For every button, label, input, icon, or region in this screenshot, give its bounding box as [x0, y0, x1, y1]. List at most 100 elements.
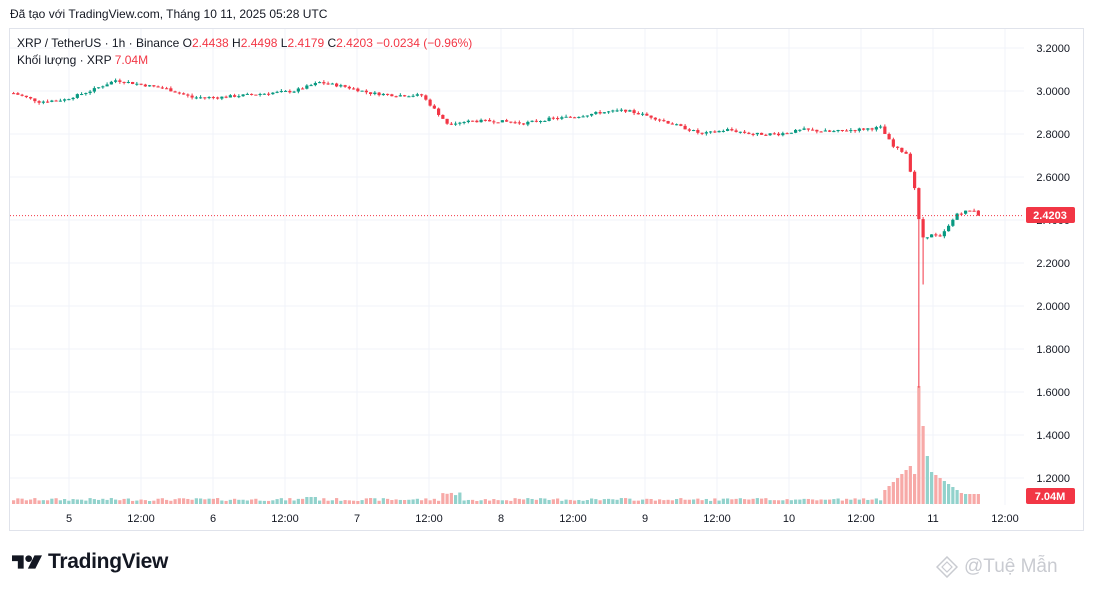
- candle-body: [577, 116, 581, 118]
- diamond-icon: [936, 556, 958, 578]
- grid-lines: [10, 29, 1024, 505]
- volume-bar: [658, 499, 662, 504]
- candle-body: [772, 133, 776, 135]
- candle-body: [139, 83, 143, 85]
- volume-bar: [326, 500, 330, 504]
- legend-symbol[interactable]: XRP / TetherUS · 1h · Binance: [17, 36, 180, 50]
- volume-bar: [131, 500, 135, 504]
- candle-body: [522, 123, 526, 125]
- volume-bar: [364, 498, 368, 504]
- volume-bar: [322, 498, 326, 504]
- candle-body: [432, 105, 436, 109]
- volume-bar: [241, 499, 245, 504]
- volume-bar: [313, 497, 317, 504]
- candle-body: [917, 188, 921, 220]
- volume-bar: [883, 490, 887, 504]
- candle-body: [441, 114, 445, 119]
- volume-bar: [581, 500, 585, 504]
- volume-bar: [760, 498, 764, 504]
- candle-body: [964, 210, 968, 214]
- volume-bar: [318, 500, 322, 504]
- candle-body: [921, 219, 925, 238]
- volume-bar: [505, 500, 509, 504]
- candle-body: [228, 95, 232, 98]
- candle-body: [330, 83, 334, 85]
- volume-bar: [437, 500, 441, 504]
- tradingview-logo-icon: [12, 555, 42, 569]
- candle-body: [318, 82, 322, 84]
- time-tick-label: 12:00: [559, 513, 587, 525]
- tradingview-logo[interactable]: TradingView: [12, 550, 168, 574]
- candle-body: [207, 97, 211, 99]
- volume-bar: [411, 499, 415, 504]
- volume-bar: [874, 498, 878, 504]
- volume-bar: [216, 498, 220, 504]
- volume-bar: [862, 498, 866, 504]
- candle-body: [590, 113, 594, 116]
- volume-bar: [63, 499, 67, 504]
- volume-bar: [568, 499, 572, 504]
- volume-bar: [619, 498, 623, 504]
- candle-body: [505, 120, 509, 122]
- candle-body: [224, 96, 228, 98]
- volume-bar: [356, 500, 360, 504]
- volume-bar: [717, 500, 721, 504]
- candle-body: [211, 97, 215, 99]
- candle-body: [390, 94, 394, 97]
- volume-bar: [445, 493, 449, 504]
- volume-bar: [836, 498, 840, 504]
- volume-bar: [105, 499, 109, 504]
- volume-bar: [12, 500, 16, 504]
- candle-body: [92, 88, 96, 92]
- legend-o-label: O: [182, 36, 192, 50]
- candle-body: [160, 87, 164, 89]
- candle-body: [122, 81, 126, 83]
- candle-body: [904, 151, 908, 154]
- volume-bar: [177, 498, 181, 504]
- volume-bar: [806, 498, 810, 504]
- volume-bar: [598, 500, 602, 504]
- candle-body: [288, 90, 292, 93]
- candle-body: [747, 132, 751, 134]
- candle-body: [296, 88, 300, 92]
- legend-l-value: 2.4179: [287, 36, 325, 50]
- volume-bars: [12, 386, 980, 504]
- candle-body: [143, 84, 147, 87]
- volume-bar: [815, 500, 819, 504]
- time-tick-label: 12:00: [271, 513, 299, 525]
- candle-body: [908, 153, 912, 172]
- volume-bar: [526, 498, 530, 504]
- price-tick-label: 1.4000: [1036, 430, 1070, 442]
- candle-body: [403, 95, 407, 97]
- candle-body: [891, 139, 895, 147]
- time-tick-label: 6: [210, 513, 216, 525]
- candle-body: [466, 120, 470, 123]
- price-tick-label: 1.8000: [1036, 344, 1070, 356]
- candle-body: [148, 85, 152, 87]
- volume-bar: [203, 499, 207, 504]
- volume-bar: [20, 498, 24, 504]
- volume-bar: [420, 500, 424, 504]
- candle-body: [84, 93, 88, 95]
- legend-l-label: L: [280, 36, 288, 50]
- candle-body: [700, 132, 704, 134]
- volume-bar: [160, 498, 164, 504]
- candle-body: [717, 130, 721, 133]
- candle-body: [373, 92, 377, 95]
- volume-bar: [602, 499, 606, 504]
- volume-bar: [738, 498, 742, 504]
- candle-body: [666, 121, 670, 124]
- price-tick-label: 2.8000: [1036, 129, 1070, 141]
- legend-volume-label[interactable]: Khối lượng · XRP: [17, 53, 112, 67]
- candle-body: [513, 122, 517, 124]
- candle-body: [573, 117, 577, 119]
- candle-body: [628, 110, 632, 112]
- volume-bar: [92, 499, 96, 504]
- candle-body: [789, 132, 793, 134]
- volume-bar: [126, 498, 130, 504]
- candle-body: [611, 110, 615, 112]
- candle-body: [271, 92, 275, 95]
- volume-bar: [896, 478, 900, 504]
- candle-body: [20, 94, 24, 96]
